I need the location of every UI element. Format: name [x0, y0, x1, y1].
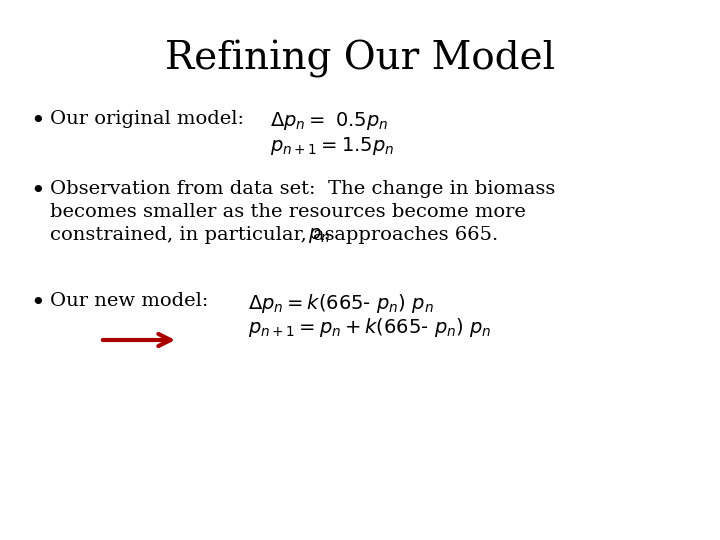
Text: $p_n$: $p_n$ — [308, 226, 330, 245]
Text: •: • — [30, 110, 45, 133]
Text: $\Delta p_n = \ 0.5p_n$: $\Delta p_n = \ 0.5p_n$ — [270, 110, 388, 132]
Text: Our new model:: Our new model: — [50, 292, 208, 310]
Text: $p_{n+1} = 1.5p_n$: $p_{n+1} = 1.5p_n$ — [270, 135, 394, 157]
Text: approaches 665.: approaches 665. — [328, 226, 498, 244]
Text: $\Delta p_n = k(665\mathsf{\text{-}}\ p_n)\ p_n$: $\Delta p_n = k(665\mathsf{\text{-}}\ p_… — [248, 292, 434, 315]
Text: •: • — [30, 292, 45, 315]
Text: Our original model:: Our original model: — [50, 110, 244, 128]
Text: $p_{n+1} = p_n + k(665\mathsf{\text{-}}\ p_n)\ p_n$: $p_{n+1} = p_n + k(665\mathsf{\text{-}}\… — [248, 316, 492, 339]
Text: •: • — [30, 180, 45, 203]
Text: becomes smaller as the resources become more: becomes smaller as the resources become … — [50, 203, 526, 221]
Text: Observation from data set:  The change in biomass: Observation from data set: The change in… — [50, 180, 555, 198]
Text: Refining Our Model: Refining Our Model — [165, 40, 555, 78]
Text: constrained, in particular, as: constrained, in particular, as — [50, 226, 341, 244]
